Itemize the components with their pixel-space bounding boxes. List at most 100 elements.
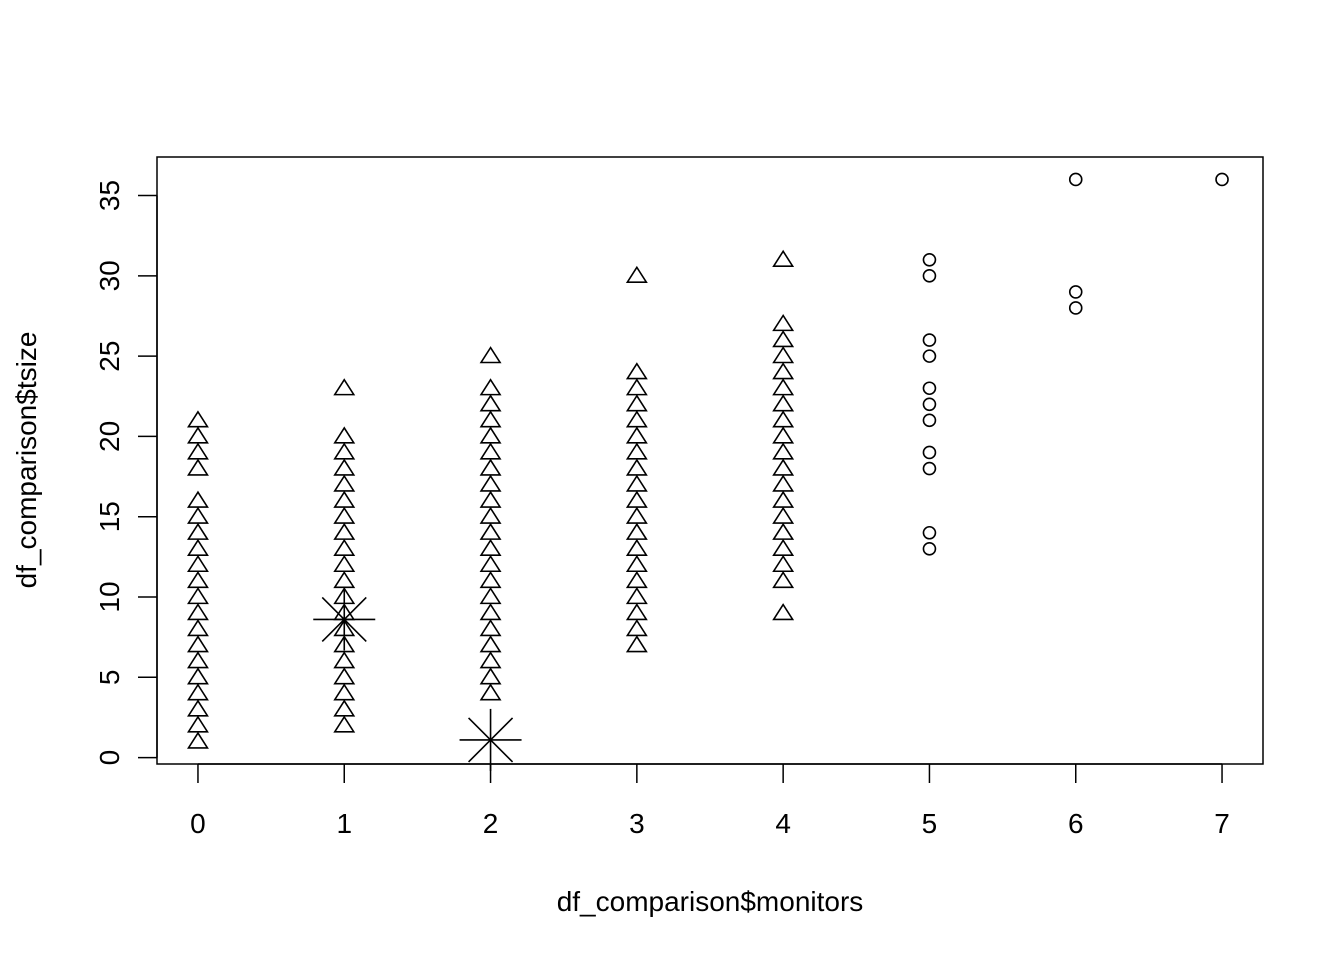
x-tick-label: 0 <box>190 808 206 839</box>
triangle-point <box>479 667 502 685</box>
triangle-point <box>187 426 209 444</box>
circle-point <box>922 413 937 428</box>
triangle-point <box>772 458 795 476</box>
triangle-point <box>479 635 502 653</box>
x-tick-label: 4 <box>775 808 791 839</box>
triangle-point <box>187 554 209 573</box>
triangle-point <box>625 522 648 540</box>
triangle-point <box>772 394 795 412</box>
y-tick-label: 15 <box>94 501 125 532</box>
triangle-point <box>333 474 356 492</box>
triangle-point <box>479 554 502 573</box>
triangle-point <box>479 683 502 701</box>
triangle-point <box>187 458 209 476</box>
triangle-point <box>479 570 502 589</box>
triangle-point <box>187 506 209 524</box>
circle-point <box>1068 172 1083 187</box>
circle-point <box>922 542 937 556</box>
triangle-point <box>333 538 356 556</box>
triangle-point <box>479 522 502 540</box>
y-axis-label: df_comparison$tsize <box>11 332 42 589</box>
x-tick-label: 7 <box>1214 808 1230 839</box>
triangle-point <box>187 619 209 637</box>
triangle-point <box>479 394 502 412</box>
triangle-point <box>479 346 502 364</box>
triangle-point <box>333 635 356 653</box>
triangle-point <box>333 667 356 685</box>
triangle-point <box>479 458 502 476</box>
triangle-point <box>333 506 356 524</box>
circle-point <box>922 252 937 267</box>
triangle-point <box>772 410 795 428</box>
circle-point <box>1215 172 1229 187</box>
triangle-point <box>625 570 648 589</box>
triangle-point <box>772 538 795 556</box>
data-points <box>187 172 1229 771</box>
triangle-point <box>625 458 648 476</box>
triangle-point <box>772 603 795 621</box>
triangle-point <box>333 715 356 733</box>
triangle-point <box>479 378 502 396</box>
triangle-point <box>479 651 502 669</box>
triangle-point <box>772 378 795 396</box>
y-tick-label: 5 <box>94 669 125 685</box>
circle-point <box>922 333 937 347</box>
triangle-point <box>625 490 648 508</box>
triangle-point <box>772 554 795 573</box>
triangle-point <box>479 603 502 621</box>
triangle-point <box>333 378 356 396</box>
asterisk-point <box>459 708 522 771</box>
triangle-point <box>479 410 502 428</box>
y-tick-label: 35 <box>94 180 125 211</box>
circle-point <box>1068 301 1083 315</box>
circle-point <box>922 525 937 540</box>
triangle-point <box>333 570 356 589</box>
triangle-point <box>625 587 648 605</box>
x-tick-label: 2 <box>483 808 499 839</box>
triangle-point <box>187 442 209 460</box>
circle-point <box>922 381 937 396</box>
triangle-point <box>187 731 209 749</box>
triangle-point <box>187 699 209 717</box>
y-tick-label: 10 <box>94 581 125 612</box>
triangle-point <box>772 474 795 492</box>
triangle-point <box>333 651 356 669</box>
triangle-point <box>772 522 795 540</box>
triangle-point <box>772 570 795 589</box>
asterisk-point <box>313 588 376 651</box>
triangle-point <box>625 619 648 637</box>
plot-frame <box>156 156 1264 765</box>
y-tick-label: 20 <box>94 421 125 452</box>
triangle-point <box>479 538 502 556</box>
triangle-point <box>479 506 502 524</box>
y-tick-label: 0 <box>94 750 125 766</box>
x-axis-label: df_comparison$monitors <box>557 886 864 917</box>
triangle-point <box>772 426 795 444</box>
triangle-point <box>333 683 356 701</box>
triangle-point <box>479 587 502 605</box>
triangle-point <box>772 490 795 508</box>
y-tick-label: 25 <box>94 341 125 372</box>
triangle-point <box>772 346 795 364</box>
triangle-point <box>333 458 356 476</box>
x-tick-label: 1 <box>336 808 352 839</box>
triangle-point <box>187 651 209 669</box>
triangle-point <box>187 410 209 428</box>
triangle-point <box>772 506 795 524</box>
triangle-point <box>187 667 209 685</box>
triangle-point <box>772 249 795 267</box>
triangle-point <box>187 603 209 621</box>
circle-point <box>922 445 937 460</box>
circle-point <box>922 461 937 476</box>
triangle-point <box>333 490 356 508</box>
x-tick-label: 6 <box>1068 808 1084 839</box>
y-axis: 0 5 10 15 20 25 30 35 <box>94 180 158 766</box>
triangle-point <box>187 522 209 540</box>
y-tick-label: 30 <box>94 260 125 291</box>
triangle-point <box>625 506 648 524</box>
triangle-point <box>187 715 209 733</box>
circle-point <box>922 349 937 363</box>
triangle-point <box>772 362 795 380</box>
triangle-point <box>187 635 209 653</box>
triangle-point <box>625 474 648 492</box>
